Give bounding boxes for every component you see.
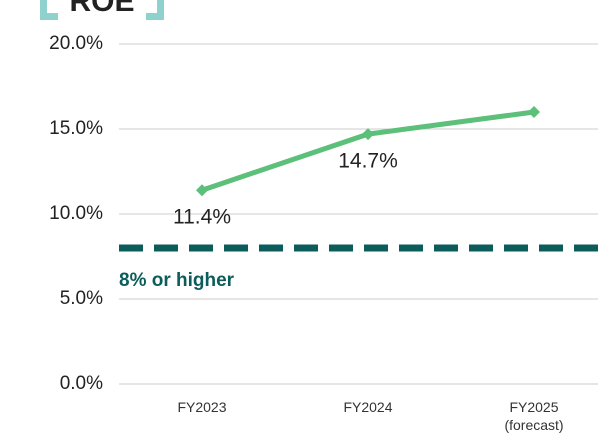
y-tick-label: 5.0% (60, 288, 103, 309)
data-label: 11.4% (173, 206, 231, 229)
y-tick-label: 20.0% (49, 33, 103, 54)
title-bracket (40, 0, 58, 20)
y-tick-label: 0.0% (60, 373, 103, 394)
chart-title: ROE (69, 0, 134, 18)
y-tick-label: 10.0% (49, 203, 103, 224)
title-bracket (146, 0, 164, 20)
y-tick-label: 15.0% (49, 118, 103, 139)
x-tick-label: FY2025 (forecast) (504, 399, 564, 433)
x-tick-label: FY2023 (177, 399, 227, 415)
data-label: 14.7% (338, 150, 398, 173)
marker (196, 184, 208, 197)
reference-label: 8% or higher (119, 270, 235, 291)
marker (362, 128, 374, 141)
marker (528, 106, 540, 118)
x-tick-label: FY2024 (343, 399, 393, 415)
